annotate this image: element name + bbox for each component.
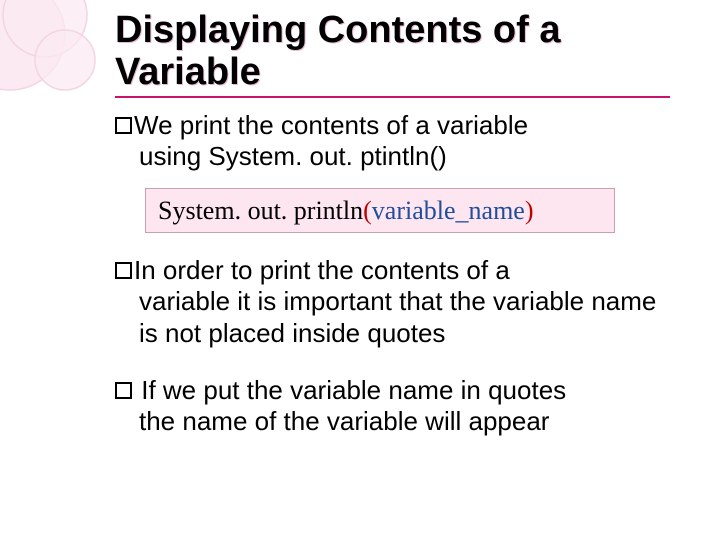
bullet-1-rest1: print the contents of a variable <box>173 110 529 140</box>
bullet-2-cont: variable it is important that the variab… <box>115 286 670 348</box>
bullet-1: We print the contents of a variable usin… <box>115 110 670 172</box>
bullet-1-cont: using System. out. ptintln() <box>115 141 670 172</box>
slide-title: Displaying Contents of a Variable <box>115 10 670 98</box>
bullet-2-first: In <box>134 255 156 285</box>
code-close-paren: ) <box>525 196 534 225</box>
bullet-3-first: If <box>134 375 156 405</box>
code-prefix: System. out. println <box>158 196 363 225</box>
bullet-2: In order to print the contents of a vari… <box>115 255 670 349</box>
checkbox-icon <box>115 382 132 399</box>
bullet-3: If we put the variable name in quotes th… <box>115 375 670 437</box>
bullet-3-rest1: we put the variable name in quotes <box>156 375 566 405</box>
slide-content: Displaying Contents of a Variable We pri… <box>0 0 720 473</box>
code-open-paren: ( <box>363 196 372 225</box>
code-example: System. out. println(variable_name) <box>145 188 615 233</box>
checkbox-icon <box>115 117 132 134</box>
bullet-1-first: We <box>134 110 173 140</box>
bullet-2-rest1: order to print the contents of a <box>156 255 510 285</box>
checkbox-icon <box>115 262 132 279</box>
bullet-3-cont: the name of the variable will appear <box>115 406 670 437</box>
code-variable: variable_name <box>372 196 525 225</box>
